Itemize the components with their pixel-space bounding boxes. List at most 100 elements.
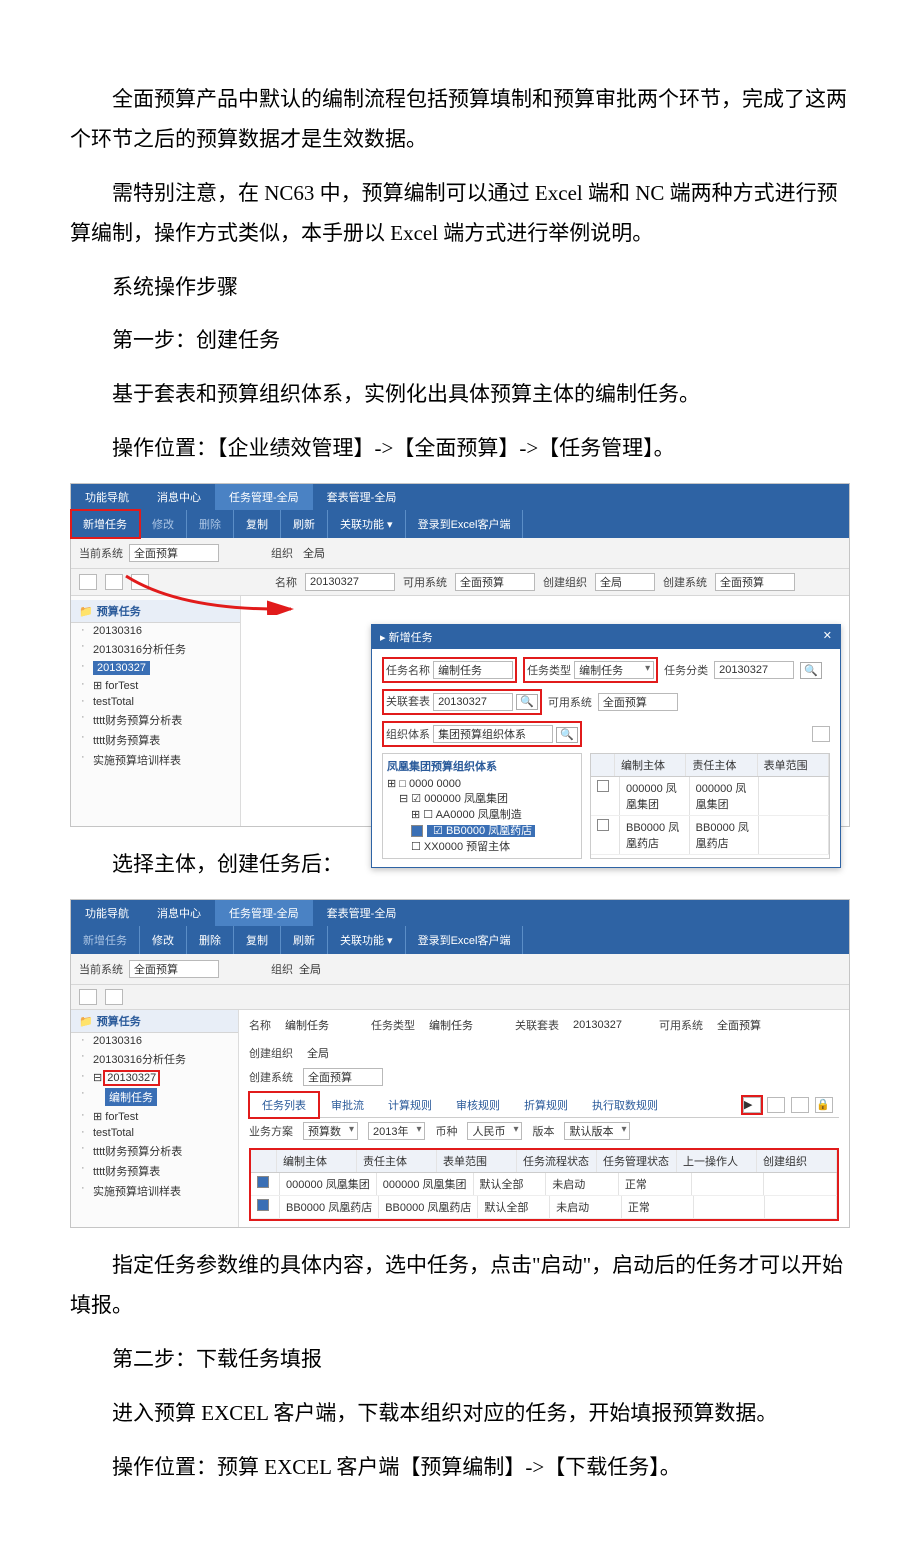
input-org-sys[interactable]: 集团预算组织体系 [433,725,553,743]
input-task-name[interactable]: 编制任务 [433,661,513,679]
tree-item[interactable]: tttt财务预算表 [79,1161,238,1181]
related-button[interactable]: 关联功能 ▾ [328,510,406,538]
refresh-button[interactable]: 刷新 [281,926,328,954]
main-panel: www.bodocx.com ▸ 新增任务 ✕ 任务名称 编制任务 任务类型 [241,596,849,826]
label-task-type: 任务类型 [527,665,571,677]
login-excel-button[interactable]: 登录到Excel客户端 [406,510,524,538]
tree-item[interactable]: testTotal [79,1125,238,1141]
tree-item[interactable]: ⊞ forTest [79,677,240,694]
subtab-convert[interactable]: 折算规则 [512,1093,580,1117]
label-csys: 创建系统 [249,1069,293,1085]
action-icon[interactable] [767,1097,785,1113]
related-button[interactable]: 关联功能 ▾ [328,926,406,954]
search-icon[interactable]: 🔍 [556,727,578,743]
table-row[interactable]: BB0000 凤凰药店 BB0000 凤凰药店 [591,816,829,855]
tree-item[interactable]: 20130316分析任务 [79,1049,238,1069]
action-icon[interactable] [791,1097,809,1113]
tab-nav[interactable]: 功能导航 [71,900,143,926]
login-excel-button[interactable]: 登录到Excel客户端 [406,926,524,954]
search-icon[interactable]: 🔍 [516,694,538,710]
new-task-button[interactable]: 新增任务 [71,926,140,954]
input-current-system[interactable]: 全面预算 [129,960,219,978]
search-icon[interactable]: 🔍 [800,662,822,679]
input-avail-sys[interactable]: 全面预算 [455,573,535,591]
org-tree-node[interactable]: ⊞ ☐ AA0000 凤凰制造 [387,806,577,822]
tab-nav[interactable]: 功能导航 [71,484,143,510]
tree-expand-icon[interactable] [105,989,123,1005]
th-check [591,754,615,776]
select-year[interactable]: 2013年 [368,1122,425,1140]
input-current-system[interactable]: 全面预算 [129,544,219,562]
tree-expand-icon[interactable] [131,574,149,590]
subtab-exec[interactable]: 执行取数规则 [580,1093,670,1117]
tree-item[interactable]: ⊟ 20130327 [79,1069,238,1086]
tree-item[interactable]: 20130316 [79,1033,238,1049]
subtab-approval[interactable]: 审批流 [319,1093,376,1117]
edit-button[interactable]: 修改 [140,510,187,538]
select-currency[interactable]: 人民币 [467,1122,522,1140]
input-task-cat[interactable]: 20130327 [714,661,794,679]
tree-item[interactable]: 20130316分析任务 [79,639,240,659]
org-tree-node[interactable]: ☑ BB0000 凤凰药店 [387,822,577,838]
tree-collapse-icon[interactable] [79,989,97,1005]
th-edit-subject: 编制主体 [277,1150,357,1172]
subtab-audit[interactable]: 审核规则 [444,1093,512,1117]
input-create-sys[interactable]: 全面预算 [715,573,795,591]
copy-button[interactable]: 复制 [234,510,281,538]
subtab-calc[interactable]: 计算规则 [376,1093,444,1117]
copy-button[interactable]: 复制 [234,926,281,954]
cell [764,1173,837,1195]
select-task-type[interactable]: 编制任务 [574,661,654,679]
delete-button[interactable]: 删除 [187,510,234,538]
tree-item[interactable]: 实施预算培训样表 [79,750,240,770]
table-row[interactable]: BB0000 凤凰药店 BB0000 凤凰药店 默认全部 未启动 正常 [251,1196,837,1219]
checkbox-icon[interactable] [597,819,609,831]
org-tree-node[interactable]: ☐ XX0000 预留主体 [387,838,577,854]
select-plan[interactable]: 预算数 [303,1122,358,1140]
tree-item[interactable]: 编制任务 [79,1086,238,1108]
input-name[interactable]: 20130327 [305,573,395,591]
checkbox-icon[interactable] [257,1176,269,1188]
subtab-tasklist[interactable]: 任务列表 [249,1092,319,1118]
tree-item[interactable]: 20130327 [79,659,240,677]
checkbox-icon[interactable] [597,780,609,792]
tree-item[interactable]: testTotal [79,694,240,710]
tree-edit-icon[interactable] [105,574,123,590]
org-node-label: ☐ AA0000 凤凰制造 [423,809,522,821]
tree-item[interactable]: tttt财务预算分析表 [79,1141,238,1161]
tree-item[interactable]: 20130316 [79,623,240,639]
action-icon[interactable] [812,726,830,742]
input-rel-form[interactable]: 20130327 [433,693,513,711]
tree-item[interactable]: tttt财务预算分析表 [79,710,240,730]
tree-item[interactable]: ⊞ forTest [79,1108,238,1125]
close-icon[interactable]: ✕ [823,629,832,645]
start-icon[interactable]: ▶ [743,1097,761,1113]
dialog-header: ▸ 新增任务 ✕ [372,625,840,649]
checkbox-icon[interactable] [411,825,423,837]
org-tree-node[interactable]: ⊞ □ 0000 0000 [387,777,577,790]
tree-item[interactable]: tttt财务预算表 [79,730,240,750]
redframe-taskname: 任务名称 编制任务 [382,657,517,683]
checkbox-icon[interactable] [257,1199,269,1211]
new-task-button[interactable]: 新增任务 [71,510,140,538]
delete-button[interactable]: 删除 [187,926,234,954]
select-version[interactable]: 默认版本 [564,1122,630,1140]
refresh-button[interactable]: 刷新 [281,510,328,538]
org-tree-node[interactable]: ⊟ ☑ 000000 凤凰集团 [387,790,577,806]
tab-form-mgmt[interactable]: 套表管理-全局 [313,484,411,510]
input-avail-sys2[interactable]: 全面预算 [598,693,678,711]
table-row[interactable]: 000000 凤凰集团 000000 凤凰集团 [591,777,829,816]
redframe-relform: 关联套表 20130327 🔍 [382,689,542,715]
tab-form-mgmt[interactable]: 套表管理-全局 [313,900,411,926]
lock-icon[interactable]: 🔒 [815,1097,833,1113]
table-row[interactable]: 000000 凤凰集团 000000 凤凰集团 默认全部 未启动 正常 [251,1173,837,1196]
tab-task-mgmt[interactable]: 任务管理-全局 [215,484,313,510]
tree-collapse-icon[interactable] [79,574,97,590]
tree-item[interactable]: 实施预算培训样表 [79,1181,238,1201]
tab-task-mgmt[interactable]: 任务管理-全局 [215,900,313,926]
input-create-org[interactable]: 全局 [595,573,655,591]
tab-msg[interactable]: 消息中心 [143,484,215,510]
input-csys[interactable]: 全面预算 [303,1068,383,1086]
edit-button[interactable]: 修改 [140,926,187,954]
tab-msg[interactable]: 消息中心 [143,900,215,926]
